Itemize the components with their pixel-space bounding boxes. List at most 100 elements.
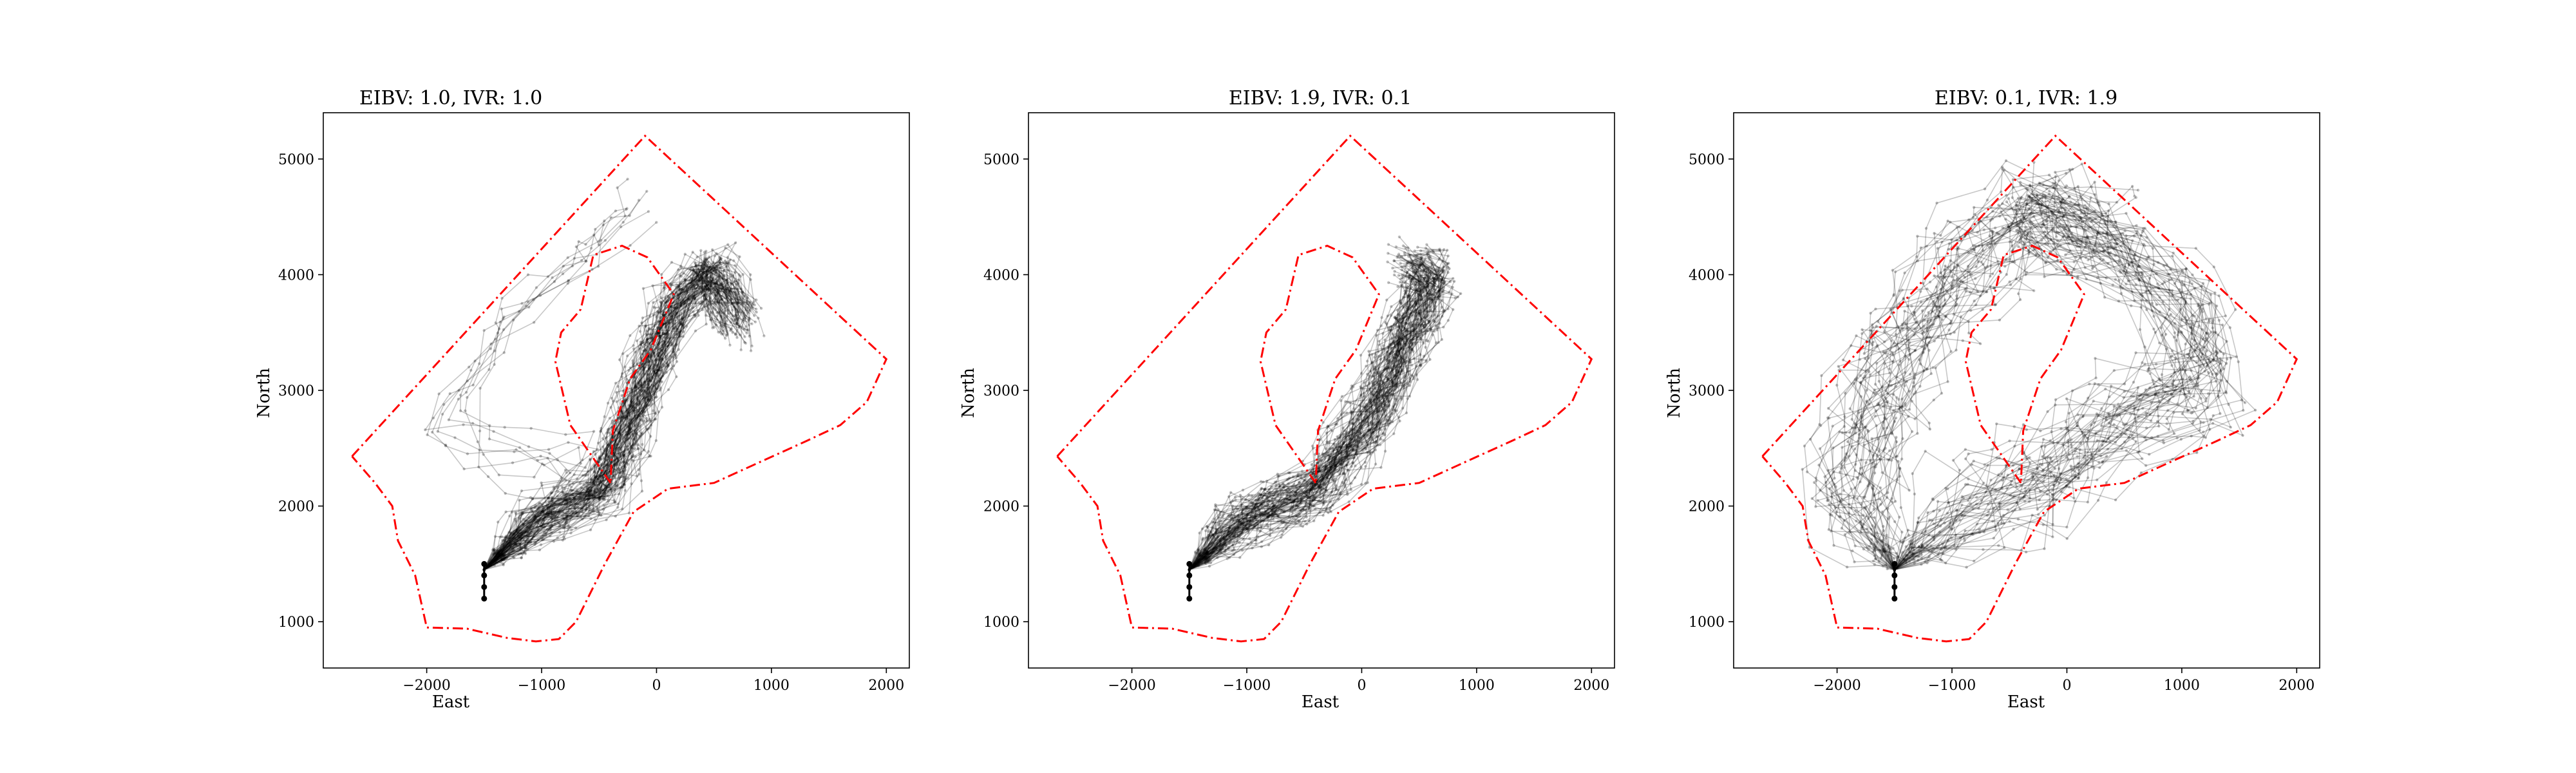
trajectory-point (1372, 399, 1376, 403)
trajectory-point (670, 342, 674, 345)
trajectory-point (520, 510, 524, 513)
trajectory-line (484, 266, 751, 571)
trajectory-point (520, 533, 523, 537)
trajectory-line (1189, 250, 1449, 570)
trajectory-point (1345, 463, 1348, 466)
trajectory-point (667, 364, 670, 367)
trajectory-point (1227, 513, 1230, 517)
trajectory-point (742, 320, 745, 323)
trajectory-point (621, 415, 624, 419)
trajectory-point (1398, 340, 1401, 343)
trajectory-point (600, 480, 603, 483)
trajectory-point (614, 426, 618, 430)
trajectory-point (662, 314, 665, 318)
trajectory-point (616, 446, 620, 449)
trajectory-point (511, 461, 515, 464)
trajectory-point (746, 306, 749, 309)
x-tick-label: 1000 (1459, 678, 1495, 694)
trajectory-point (647, 326, 650, 330)
trajectory-point (1308, 502, 1312, 505)
trajectory-point (564, 498, 567, 501)
trajectory-point (1387, 405, 1390, 408)
trajectory-point (603, 491, 606, 494)
trajectory-point (697, 270, 701, 273)
trajectory-point (650, 354, 653, 357)
trajectory-point (590, 468, 593, 471)
trajectory-point (1402, 296, 1405, 299)
trajectory-point (552, 485, 556, 488)
trajectory-point (1208, 564, 1211, 568)
trajectory-point (667, 321, 670, 325)
trajectory-point (679, 304, 683, 308)
trajectory-point (734, 308, 737, 311)
trajectory-point (657, 343, 661, 346)
trajectory-point (721, 269, 725, 273)
trajectory-point (1433, 330, 1436, 333)
trajectory-point (1273, 503, 1276, 507)
trajectory-point (1218, 544, 1221, 548)
trajectory-point (556, 495, 559, 498)
trajectory-point (643, 410, 647, 414)
trajectory-point (589, 493, 593, 496)
trajectory-point (731, 314, 734, 318)
trajectory-point (616, 450, 620, 453)
trajectory-point (649, 435, 652, 438)
trajectory-line (1189, 262, 1441, 570)
trajectory-point (679, 330, 682, 334)
trajectory-point (1269, 490, 1272, 493)
trajectory-point (548, 525, 551, 529)
trajectory-point (545, 513, 549, 516)
trajectory-point (1204, 560, 1207, 564)
outer-boundary-line (351, 134, 888, 643)
trajectory-point (632, 344, 635, 347)
trajectory-line (484, 251, 714, 570)
trajectory-point (647, 398, 650, 402)
trajectory-point (496, 331, 500, 335)
trajectory-point (1405, 305, 1408, 309)
trajectory-point (1408, 370, 1411, 373)
trajectory-point (507, 548, 511, 552)
trajectory-point (1401, 320, 1404, 323)
trajectory-point (1418, 263, 1422, 267)
trajectory-point (1399, 301, 1403, 305)
trajectory-point (681, 323, 685, 327)
trajectory-point (1351, 449, 1354, 452)
trajectory-point (1422, 307, 1426, 310)
trajectory-point (592, 493, 595, 496)
trajectory-point (507, 531, 511, 534)
trajectory-point (1323, 493, 1326, 497)
trajectory-point (618, 439, 621, 443)
trajectory-point (502, 550, 506, 553)
trajectory-point (542, 526, 545, 530)
trajectory-point (659, 296, 663, 300)
trajectory-point (1380, 316, 1383, 320)
trajectory-point (1396, 256, 1399, 259)
trajectory-point (1368, 354, 1371, 357)
trajectory-point (1379, 324, 1383, 327)
trajectory-point (743, 294, 746, 298)
trajectory-point (1283, 520, 1286, 523)
trajectory-point (551, 500, 554, 503)
trajectory-point (612, 459, 616, 463)
trajectory-point (1285, 493, 1289, 497)
trajectory-point (1309, 500, 1312, 503)
trajectory-point (726, 287, 730, 290)
trajectory-point (622, 415, 625, 419)
trajectory-point (588, 490, 591, 493)
trajectory-point (513, 530, 516, 533)
trajectory-point (699, 249, 703, 252)
trajectory-point (598, 491, 602, 495)
trajectory-point (661, 371, 665, 374)
trajectory-point (728, 329, 732, 332)
trajectory-point (1413, 314, 1416, 318)
trajectory-point (526, 533, 529, 537)
trajectory-point (676, 316, 679, 320)
trajectory-point (699, 264, 703, 268)
trajectory-point (1420, 323, 1423, 326)
trajectory-point (1394, 375, 1397, 378)
trajectory-point (674, 343, 678, 347)
trajectory-point (726, 333, 729, 336)
trajectory-point (714, 294, 717, 297)
trajectory-point (1287, 491, 1290, 495)
trajectory-point (649, 332, 652, 336)
